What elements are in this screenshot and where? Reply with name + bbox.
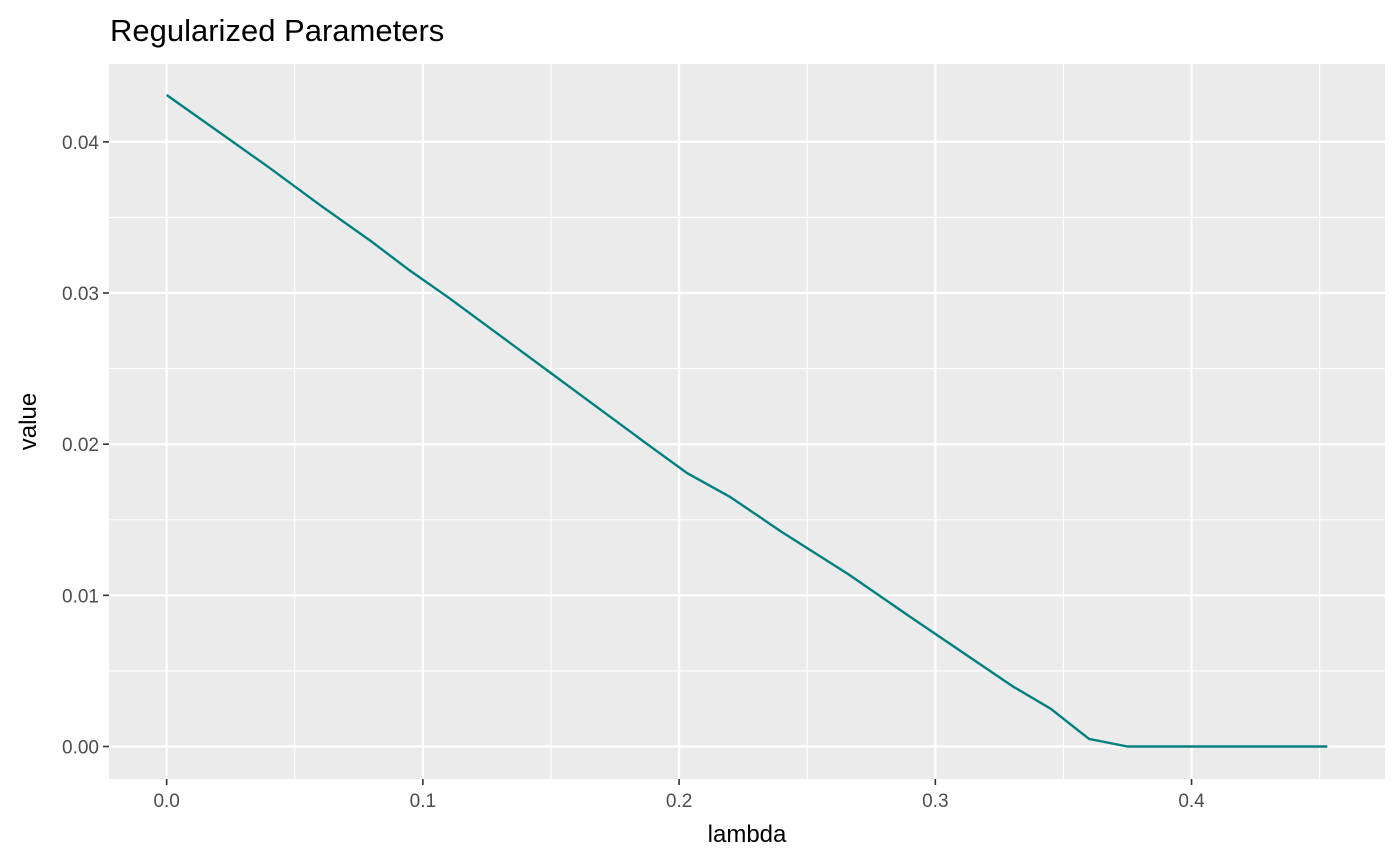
- x-tick-label: 0.0: [153, 791, 179, 812]
- major-gridlines: [109, 64, 1385, 779]
- series-layer: [165, 94, 1328, 748]
- x-tick-label: 0.4: [1178, 791, 1205, 812]
- y-tick-label: 0.03: [62, 284, 99, 305]
- chart-title: Regularized Parameters: [110, 13, 444, 48]
- y-tick-label: 0.04: [62, 133, 99, 154]
- y-tick-label: 0.00: [62, 738, 99, 759]
- x-axis: 0.0 0.1 0.2 0.3 0.4: [153, 779, 1205, 812]
- x-axis-title: lambda: [708, 821, 787, 848]
- x-tick-label: 0.3: [922, 791, 948, 812]
- y-axis: 0.00 0.01 0.02 0.03 0.04: [62, 133, 109, 759]
- y-axis-title: value: [15, 393, 42, 450]
- minor-gridlines: [109, 64, 1385, 779]
- x-tick-label: 0.1: [410, 791, 436, 812]
- series-line-0: [165, 94, 1328, 748]
- y-tick-label: 0.01: [62, 586, 99, 607]
- y-tick-label: 0.02: [62, 435, 99, 456]
- plot-panel: [109, 64, 1385, 779]
- x-tick-label: 0.2: [666, 791, 692, 812]
